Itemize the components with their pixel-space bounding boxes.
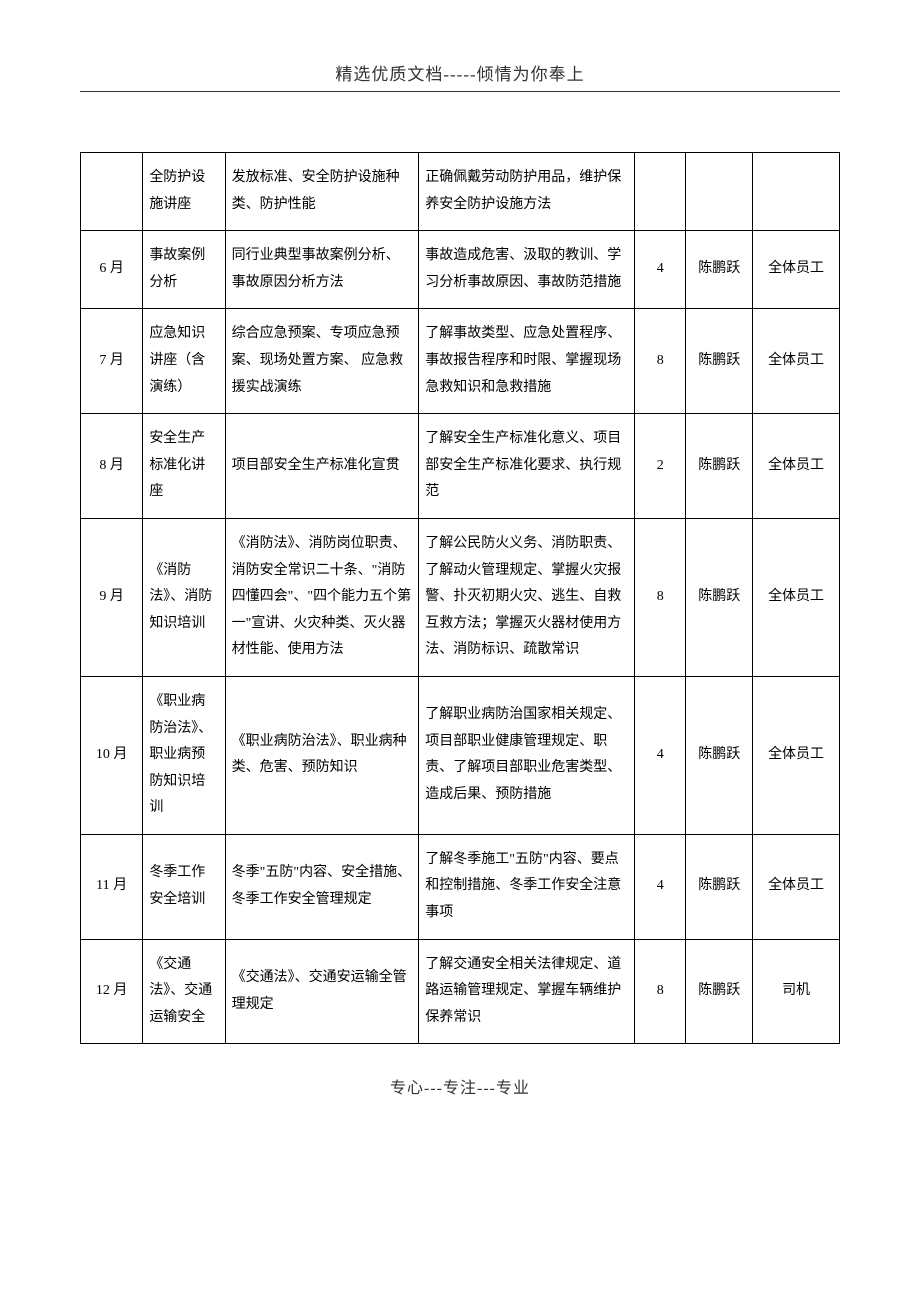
table-row: 7 月 应急知识讲座（含演练） 综合应急预案、专项应急预案、现场处置方案、 应急… xyxy=(81,309,840,414)
cell-month: 12 月 xyxy=(81,939,143,1044)
cell-month: 10 月 xyxy=(81,676,143,834)
cell-target: 全体员工 xyxy=(753,231,840,309)
cell-goal: 了解事故类型、应急处置程序、事故报告程序和时限、掌握现场急救知识和急救措施 xyxy=(419,309,635,414)
cell-hours: 8 xyxy=(635,309,686,414)
cell-goal: 了解冬季施工"五防"内容、要点和控制措施、冬季工作安全注意事项 xyxy=(419,834,635,939)
cell-goal: 了解安全生产标准化意义、项目部安全生产标准化要求、执行规范 xyxy=(419,414,635,519)
table-row: 8 月 安全生产标准化讲座 项目部安全生产标准化宣贯 了解安全生产标准化意义、项… xyxy=(81,414,840,519)
page-header: 精选优质文档-----倾情为你奉上 xyxy=(80,60,840,92)
cell-person xyxy=(686,153,753,231)
cell-topic: 应急知识讲座（含演练） xyxy=(143,309,225,414)
cell-target xyxy=(753,153,840,231)
cell-hours: 8 xyxy=(635,518,686,676)
table-row: 9 月 《消防法》、消防知识培训 《消防法》、消防岗位职责、消防安全常识二十条、… xyxy=(81,518,840,676)
cell-topic: 全防护设施讲座 xyxy=(143,153,225,231)
cell-content: 综合应急预案、专项应急预案、现场处置方案、 应急救援实战演练 xyxy=(225,309,419,414)
cell-month: 9 月 xyxy=(81,518,143,676)
cell-target: 全体员工 xyxy=(753,676,840,834)
cell-goal: 了解交通安全相关法律规定、道路运输管理规定、掌握车辆维护保养常识 xyxy=(419,939,635,1044)
cell-content: 冬季"五防"内容、安全措施、冬季工作安全管理规定 xyxy=(225,834,419,939)
cell-person: 陈鹏跃 xyxy=(686,414,753,519)
cell-target: 司机 xyxy=(753,939,840,1044)
cell-hours: 2 xyxy=(635,414,686,519)
cell-target: 全体员工 xyxy=(753,518,840,676)
table-row: 全防护设施讲座 发放标准、安全防护设施种类、防护性能 正确佩戴劳动防护用品，维护… xyxy=(81,153,840,231)
cell-topic: 事故案例分析 xyxy=(143,231,225,309)
cell-goal: 了解职业病防治国家相关规定、项目部职业健康管理规定、职责、了解项目部职业危害类型… xyxy=(419,676,635,834)
cell-goal: 事故造成危害、汲取的教训、学习分析事故原因、事故防范措施 xyxy=(419,231,635,309)
cell-goal: 正确佩戴劳动防护用品，维护保养安全防护设施方法 xyxy=(419,153,635,231)
cell-content: 同行业典型事故案例分析、事故原因分析方法 xyxy=(225,231,419,309)
page-footer: 专心---专注---专业 xyxy=(80,1074,840,1098)
cell-target: 全体员工 xyxy=(753,309,840,414)
cell-person: 陈鹏跃 xyxy=(686,231,753,309)
cell-topic: 《交通法》、交通运输安全 xyxy=(143,939,225,1044)
cell-topic: 冬季工作安全培训 xyxy=(143,834,225,939)
cell-month: 7 月 xyxy=(81,309,143,414)
cell-person: 陈鹏跃 xyxy=(686,518,753,676)
cell-hours: 8 xyxy=(635,939,686,1044)
table-row: 12 月 《交通法》、交通运输安全 《交通法》、交通安运输全管理规定 了解交通安… xyxy=(81,939,840,1044)
cell-target: 全体员工 xyxy=(753,414,840,519)
cell-month: 6 月 xyxy=(81,231,143,309)
cell-person: 陈鹏跃 xyxy=(686,939,753,1044)
cell-content: 发放标准、安全防护设施种类、防护性能 xyxy=(225,153,419,231)
cell-month xyxy=(81,153,143,231)
cell-content: 《交通法》、交通安运输全管理规定 xyxy=(225,939,419,1044)
cell-topic: 安全生产标准化讲座 xyxy=(143,414,225,519)
cell-topic: 《消防法》、消防知识培训 xyxy=(143,518,225,676)
cell-target: 全体员工 xyxy=(753,834,840,939)
cell-person: 陈鹏跃 xyxy=(686,676,753,834)
cell-month: 11 月 xyxy=(81,834,143,939)
table-row: 11 月 冬季工作安全培训 冬季"五防"内容、安全措施、冬季工作安全管理规定 了… xyxy=(81,834,840,939)
cell-topic: 《职业病防治法》、职业病预防知识培训 xyxy=(143,676,225,834)
table-row: 6 月 事故案例分析 同行业典型事故案例分析、事故原因分析方法 事故造成危害、汲… xyxy=(81,231,840,309)
cell-month: 8 月 xyxy=(81,414,143,519)
training-schedule-table: 全防护设施讲座 发放标准、安全防护设施种类、防护性能 正确佩戴劳动防护用品，维护… xyxy=(80,152,840,1044)
cell-person: 陈鹏跃 xyxy=(686,309,753,414)
cell-content: 项目部安全生产标准化宣贯 xyxy=(225,414,419,519)
cell-hours: 4 xyxy=(635,834,686,939)
cell-hours: 4 xyxy=(635,676,686,834)
cell-content: 《消防法》、消防岗位职责、消防安全常识二十条、"消防四懂四会"、"四个能力五个第… xyxy=(225,518,419,676)
cell-hours xyxy=(635,153,686,231)
cell-person: 陈鹏跃 xyxy=(686,834,753,939)
cell-hours: 4 xyxy=(635,231,686,309)
table-row: 10 月 《职业病防治法》、职业病预防知识培训 《职业病防治法》、职业病种类、危… xyxy=(81,676,840,834)
cell-goal: 了解公民防火义务、消防职责、了解动火管理规定、掌握火灾报警、扑灭初期火灾、逃生、… xyxy=(419,518,635,676)
cell-content: 《职业病防治法》、职业病种类、危害、预防知识 xyxy=(225,676,419,834)
